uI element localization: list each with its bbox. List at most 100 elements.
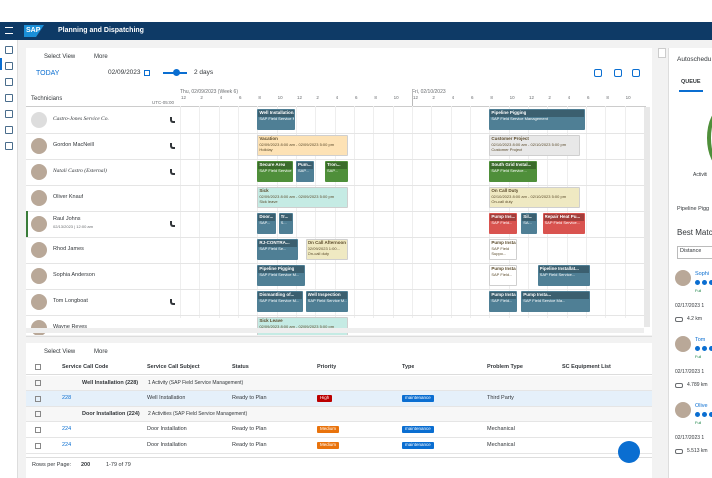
cell[interactable]: 224 [62,442,72,448]
task[interactable]: Pump Ins... SAP Field... [489,213,518,234]
fab[interactable] [618,441,640,463]
cell[interactable]: 228 [62,395,72,401]
calendar-icon[interactable] [144,70,150,76]
sort-value[interactable]: Distance [680,248,702,254]
cell[interactable]: 224 [62,426,72,432]
technician-name: Raul Johns [53,216,81,222]
task-line: SAP Field... [491,220,513,225]
column-header[interactable]: SC Equipment List [562,364,611,370]
range-label: 2 days [194,69,214,76]
candidate-avatar [675,402,691,418]
candidate-name[interactable]: Tom [695,337,706,343]
task[interactable]: Door... SAP... [257,213,276,234]
nav-icon[interactable] [5,62,13,70]
checkbox[interactable] [35,443,41,449]
table-select-view[interactable]: Select View [44,349,76,355]
task[interactable]: Customer Project 02/10/2023 8:00 am - 02/… [489,135,581,156]
task[interactable]: Pipeline Pigging SAP Field Service Manage… [489,109,585,130]
phone-icon[interactable] [170,143,175,149]
task[interactable]: Well Inspection SAP Field Service M... [305,291,349,312]
task[interactable]: Pump Insta... SAP Field... [489,265,518,286]
task-header [326,162,348,169]
rows-value[interactable]: 200 [81,462,91,468]
queue-tab[interactable]: QUEUE [681,79,701,85]
task[interactable]: On Call Afternoon 02/09/2023 1:00... On-ca… [305,239,349,260]
nav-icon[interactable] [5,142,13,150]
today-button[interactable]: TODAY [36,70,60,77]
column-header[interactable]: Type [402,364,415,370]
splitter[interactable] [26,336,652,342]
sort-select[interactable] [677,246,712,259]
task-label: On Call Afternoon [307,240,346,245]
checkbox[interactable] [35,364,41,370]
table-row[interactable] [26,391,652,407]
priority-badge: Medium [317,442,340,449]
task[interactable]: Pipeline Installat... SAP Field Service..… [537,265,590,286]
nav-icon[interactable] [5,46,13,54]
collapse-button[interactable] [658,48,666,58]
date-field[interactable]: 02/09/2023 [108,69,141,76]
phone-icon[interactable] [170,299,175,305]
task[interactable]: Repair Heat Pu... SAP Field Service... [542,213,585,234]
task-label: Well Inspection [307,292,341,297]
task[interactable]: South Grid Instal... SAP Field Service... [489,161,537,182]
rating-dot [709,280,712,285]
task[interactable]: Tr... S... [278,213,294,234]
top-strip [0,0,712,22]
table-more[interactable]: More [94,349,108,355]
nav-icon[interactable] [5,126,13,134]
task[interactable]: RJ-CONTRA... SAP Field Se... [257,239,298,260]
column-header[interactable]: Service Call Code [62,364,109,370]
checkbox[interactable] [35,427,41,433]
column-header[interactable]: Problem Type [487,364,523,370]
hour-label: 10 [277,95,283,100]
task-header [258,162,293,169]
candidate-date: 02/17/2023 1 [675,303,705,309]
task[interactable]: Sick 02/09/2023 8:00 am - 02/09/2023 5:00… [257,187,349,208]
task[interactable]: On Call Duty 02/10/2023 8:00 am - 02/10/2… [489,187,581,208]
task-label: Well Installation... [259,110,295,115]
task[interactable]: Pump Insta... SAP Field Service Ma... [521,291,590,312]
slider-knob[interactable] [173,69,180,76]
task[interactable]: Pump Insta... SAP Field... [489,291,518,312]
toolbar-icon[interactable] [594,69,602,77]
cell: Ready to Plan [232,442,267,448]
column-header[interactable]: Priority [317,364,337,370]
phone-icon[interactable] [170,117,175,123]
task[interactable]: Pump Insta... SAP Field Suppo... [489,239,518,260]
task[interactable]: Vacation 02/09/2023 8:00 am - 02/09/2023 … [257,135,349,156]
more-menu[interactable]: More [94,54,108,60]
candidate-name[interactable]: Olive [695,403,708,409]
nav-icon[interactable] [5,78,13,86]
toolbar-icon[interactable] [632,69,640,77]
task[interactable]: Sil... SA... [521,213,537,234]
candidate-name[interactable]: Sophi [695,271,710,277]
task-line: SAP Field Service M... [307,298,348,303]
column-header[interactable]: Service Call Subject [147,364,200,370]
gantt-vscroll [644,107,650,327]
nav-icon[interactable] [5,110,13,118]
checkbox[interactable] [35,411,41,417]
toolbar-icon[interactable] [614,69,622,77]
checkbox[interactable] [35,380,41,386]
task-header [490,292,517,299]
group-info: 2 Activities (SAP Field Service Manageme… [148,411,248,417]
task[interactable]: Well Installation...SAP Field Service M.… [257,109,295,130]
avatar [31,190,47,206]
type-badge: maintenance [402,395,434,402]
task[interactable]: Pum... SAP... [296,161,315,182]
task-label: Door... [259,214,274,219]
select-view[interactable]: Select View [44,54,76,60]
task[interactable]: Tron... SAP... [325,161,349,182]
task[interactable]: Dismantling of... SAP Field Service M... [257,291,303,312]
task[interactable]: Pipeline Pigging SAP Field Service M... [257,265,305,286]
menu-icon[interactable] [5,27,13,34]
nav-icon[interactable] [5,94,13,102]
app-title[interactable]: Planning and Dispatching [58,27,144,34]
column-header[interactable]: Status [232,364,249,370]
phone-icon[interactable] [170,221,175,227]
checkbox[interactable] [35,396,41,402]
phone-icon[interactable] [170,169,175,175]
